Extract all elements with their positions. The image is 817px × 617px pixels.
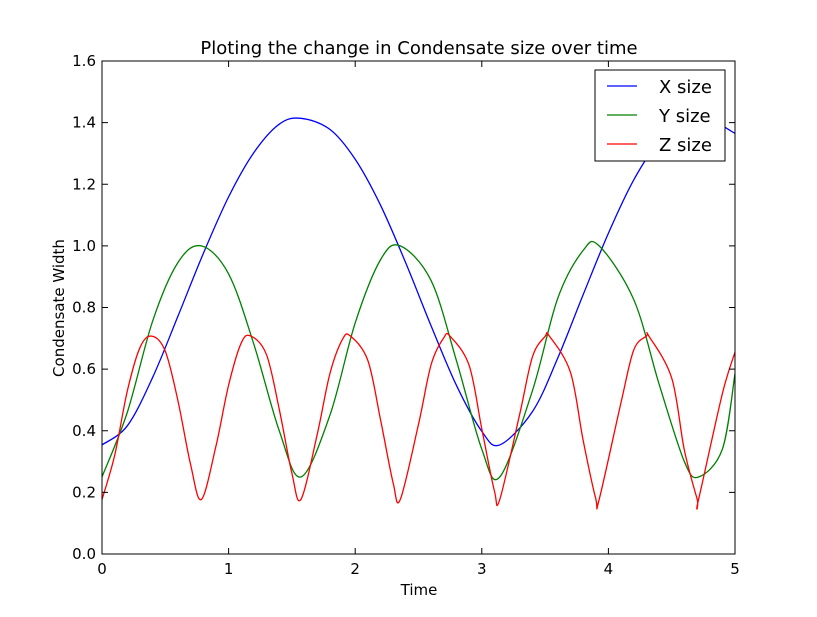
series-line-x-size <box>102 116 735 447</box>
y-tick-label: 0.8 <box>72 299 96 317</box>
y-tick-label: 0.4 <box>72 422 96 440</box>
x-axis-title: Time <box>400 581 438 599</box>
y-tick-label: 1.0 <box>72 237 96 255</box>
legend: X size Y size Z size <box>594 69 726 162</box>
y-tick-label: 0.6 <box>72 360 96 378</box>
axes-layer: 0 1 2 3 4 5 0.0 0.2 0.4 0.6 0.8 1.0 1.2 1.4 1.6 <box>72 52 740 578</box>
legend-label-y-size: Y size <box>658 106 711 127</box>
x-tick-label: 3 <box>477 560 487 578</box>
series-line-z-size <box>102 331 735 510</box>
legend-label-x-size: X size <box>659 77 712 98</box>
y-tick-label: 1.6 <box>72 52 96 70</box>
y-tick-label: 1.4 <box>72 114 96 132</box>
y-tick-label: 1.2 <box>72 175 96 193</box>
y-axis-title: Condensate Width <box>50 239 68 377</box>
y-tick-label: 0.2 <box>72 483 96 501</box>
x-tick-label: 2 <box>350 560 360 578</box>
series-layer <box>102 116 735 510</box>
series-line-y-size <box>102 240 735 481</box>
x-tick-label: 0 <box>97 560 107 578</box>
x-tick-label: 1 <box>224 560 234 578</box>
chart-title: Ploting the change in Condensate size ov… <box>200 38 637 59</box>
legend-label-z-size: Z size <box>659 135 712 156</box>
y-tick-label: 0.0 <box>72 545 96 563</box>
x-tick-label: 5 <box>730 560 740 578</box>
x-tick-label: 4 <box>604 560 614 578</box>
